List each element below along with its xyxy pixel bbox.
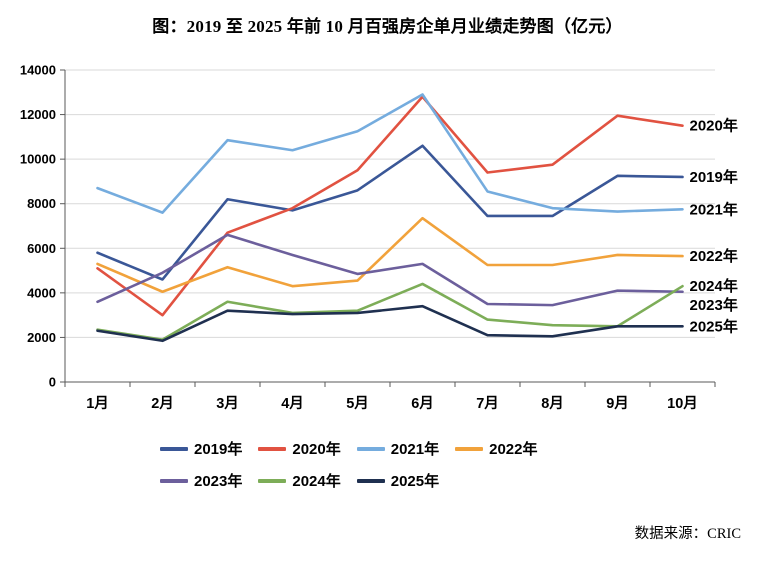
legend-item-2021年: 2021年 bbox=[356, 438, 440, 459]
y-axis-label: 2000 bbox=[27, 330, 56, 345]
chart-legend: 2019年 2020年 2021年 2022年 2023年 2024年 2025年 bbox=[160, 438, 612, 491]
series-end-label-2025年: 2025年 bbox=[690, 317, 738, 335]
legend-line-marker bbox=[356, 446, 385, 451]
legend-label: 2023年 bbox=[194, 473, 243, 490]
series-line-2023年 bbox=[96, 233, 684, 307]
legend-item-2023年: 2023年 bbox=[160, 470, 242, 491]
x-axis-label: 2月 bbox=[151, 395, 174, 412]
series-line-2021年 bbox=[96, 93, 684, 214]
legend-item-2024年: 2024年 bbox=[258, 470, 341, 491]
legend-line-marker bbox=[455, 446, 484, 451]
series-line-2025年 bbox=[96, 304, 684, 343]
legend-item-2022年: 2022年 bbox=[455, 438, 538, 459]
x-axis-label: 6月 bbox=[411, 395, 434, 412]
series-end-label-2021年: 2021年 bbox=[690, 200, 738, 218]
legend-item-2025年: 2025年 bbox=[356, 470, 440, 491]
y-axis-label: 0 bbox=[49, 375, 56, 390]
legend-line-marker bbox=[258, 478, 287, 483]
data-source-label: 数据来源：CRIC bbox=[634, 526, 741, 542]
y-axis-label: 14000 bbox=[20, 63, 56, 78]
x-axis-label: 3月 bbox=[216, 395, 239, 412]
legend-label: 2019年 bbox=[194, 441, 243, 458]
series-line-2024年 bbox=[96, 282, 684, 341]
series-end-label-2019年: 2019年 bbox=[690, 168, 738, 186]
legend-label: 2024年 bbox=[292, 473, 341, 490]
series-end-label-2024年: 2024年 bbox=[690, 277, 738, 295]
x-axis-label: 1月 bbox=[86, 395, 109, 412]
legend-line-marker bbox=[258, 446, 287, 451]
series-line-2022年 bbox=[96, 216, 684, 294]
x-axis-label: 5月 bbox=[346, 395, 369, 412]
y-axis-label: 6000 bbox=[27, 241, 56, 256]
legend-label: 2025年 bbox=[390, 473, 440, 490]
chart-title: 图：2019 至 2025 年前 10 月百强房企单月业绩走势图（亿元） bbox=[152, 17, 623, 36]
legend-item-2020年: 2020年 bbox=[258, 438, 341, 459]
line-chart: 0 2000 4000 6000 8000 10000 12000 14000 1月 2月 3月 4月… bbox=[20, 63, 738, 413]
y-axis-label: 4000 bbox=[27, 285, 56, 300]
series-end-label-2020年: 2020年 bbox=[690, 117, 738, 135]
legend-item-2019年: 2019年 bbox=[160, 438, 242, 459]
legend-label: 2022年 bbox=[489, 441, 538, 458]
series-end-label-2023年: 2023年 bbox=[690, 296, 738, 314]
x-axis-label: 10月 bbox=[667, 395, 698, 412]
legend-line-marker bbox=[160, 478, 188, 483]
x-axis-label: 8月 bbox=[541, 395, 564, 412]
legend-line-marker bbox=[356, 478, 385, 483]
y-axis-label: 8000 bbox=[27, 196, 56, 211]
legend-line-marker bbox=[160, 446, 188, 451]
x-axis-label: 4月 bbox=[281, 395, 304, 412]
series-line-2019年 bbox=[96, 144, 684, 281]
legend-label: 2021年 bbox=[390, 441, 440, 458]
series-line-2020年 bbox=[96, 95, 684, 317]
legend-label: 2020年 bbox=[292, 441, 341, 458]
x-axis-label: 9月 bbox=[606, 395, 629, 412]
y-axis-label: 10000 bbox=[20, 152, 56, 167]
x-axis-label: 7月 bbox=[476, 395, 499, 412]
y-axis-label: 12000 bbox=[20, 107, 56, 122]
series-end-label-2022年: 2022年 bbox=[690, 247, 738, 265]
